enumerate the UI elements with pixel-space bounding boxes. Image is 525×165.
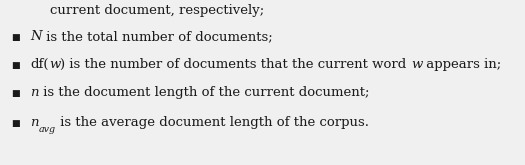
Text: current document, respectively;: current document, respectively; bbox=[50, 4, 264, 17]
Text: is the document length of the current document;: is the document length of the current do… bbox=[39, 86, 370, 99]
Text: avg: avg bbox=[39, 125, 56, 134]
Text: ■: ■ bbox=[11, 119, 20, 128]
Text: ) is the number of documents that the current word: ) is the number of documents that the cu… bbox=[60, 58, 411, 71]
Text: ■: ■ bbox=[11, 61, 20, 70]
Text: ■: ■ bbox=[11, 89, 20, 98]
Text: N: N bbox=[30, 30, 42, 43]
Text: is the average document length of the corpus.: is the average document length of the co… bbox=[56, 116, 369, 129]
Text: n: n bbox=[30, 116, 39, 129]
Text: is the total number of documents;: is the total number of documents; bbox=[42, 30, 273, 43]
Text: w: w bbox=[411, 58, 422, 71]
Text: n: n bbox=[30, 86, 39, 99]
Text: appears in;: appears in; bbox=[422, 58, 501, 71]
Text: w: w bbox=[49, 58, 60, 71]
Text: df(: df( bbox=[30, 58, 49, 71]
Text: ■: ■ bbox=[11, 33, 20, 42]
